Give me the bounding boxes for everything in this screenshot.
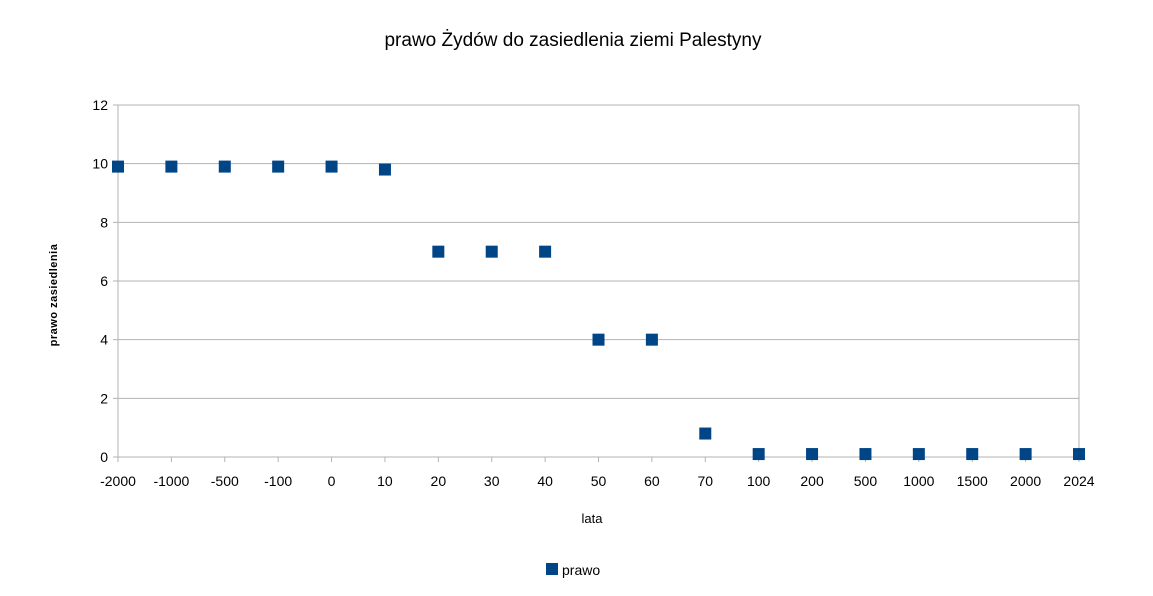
data-point <box>485 245 498 258</box>
data-point <box>218 160 231 173</box>
x-tick-label: 30 <box>484 473 500 489</box>
x-tick-label: 100 <box>747 473 771 489</box>
x-tick-label: -500 <box>211 473 239 489</box>
y-tick-label: 0 <box>100 449 108 465</box>
y-tick-label: 10 <box>92 156 108 172</box>
data-point <box>1019 448 1032 461</box>
data-point <box>165 160 178 173</box>
y-tick-label: 6 <box>100 273 108 289</box>
data-point <box>378 163 391 176</box>
x-axis-label: lata <box>582 511 604 526</box>
y-axis-label: prawo zasiedlenia <box>48 243 60 346</box>
x-tick-label: 10 <box>377 473 393 489</box>
x-tick-label: 200 <box>800 473 824 489</box>
x-tick-label: 1000 <box>903 473 934 489</box>
x-tick-label: 2000 <box>1010 473 1041 489</box>
chart-title: prawo Żydów do zasiedlenia ziemi Palesty… <box>384 30 762 51</box>
data-point <box>592 333 605 346</box>
data-point <box>966 448 979 461</box>
x-axis-ticks: -2000 -1000 -500 -100 0 10 20 30 40 50 60 70 100 200 5… <box>100 457 1095 489</box>
legend-label: prawo <box>562 562 600 578</box>
x-tick-label: -1000 <box>153 473 189 489</box>
data-points <box>112 160 1085 461</box>
y-tick-label: 8 <box>100 214 108 230</box>
y-tick-label: 12 <box>92 97 108 113</box>
y-axis-ticks: 0 2 4 6 8 10 12 <box>92 97 118 465</box>
x-tick-label: 500 <box>854 473 878 489</box>
x-tick-label: 60 <box>644 473 660 489</box>
grid <box>118 104 1079 399</box>
x-tick-label: 1500 <box>957 473 988 489</box>
x-tick-label: 50 <box>591 473 607 489</box>
data-point <box>806 448 819 461</box>
x-tick-label: 2024 <box>1063 473 1094 489</box>
data-point <box>539 245 552 258</box>
data-point <box>112 160 124 173</box>
data-point <box>1073 448 1085 461</box>
legend-swatch <box>546 563 558 575</box>
x-tick-label: 40 <box>537 473 553 489</box>
x-tick-label: -2000 <box>100 473 136 489</box>
y-tick-label: 2 <box>100 390 108 406</box>
y-tick-label: 4 <box>100 332 108 348</box>
data-point <box>912 448 925 461</box>
data-point <box>645 333 658 346</box>
x-tick-label: 20 <box>431 473 447 489</box>
data-point <box>432 245 445 258</box>
x-tick-label: 70 <box>697 473 713 489</box>
x-tick-label: 0 <box>328 473 336 489</box>
legend: prawo <box>546 562 600 578</box>
data-point <box>752 448 765 461</box>
data-point <box>699 427 712 440</box>
data-point <box>272 160 285 173</box>
data-point <box>325 160 338 173</box>
x-tick-label: -100 <box>264 473 292 489</box>
data-point <box>859 448 872 461</box>
